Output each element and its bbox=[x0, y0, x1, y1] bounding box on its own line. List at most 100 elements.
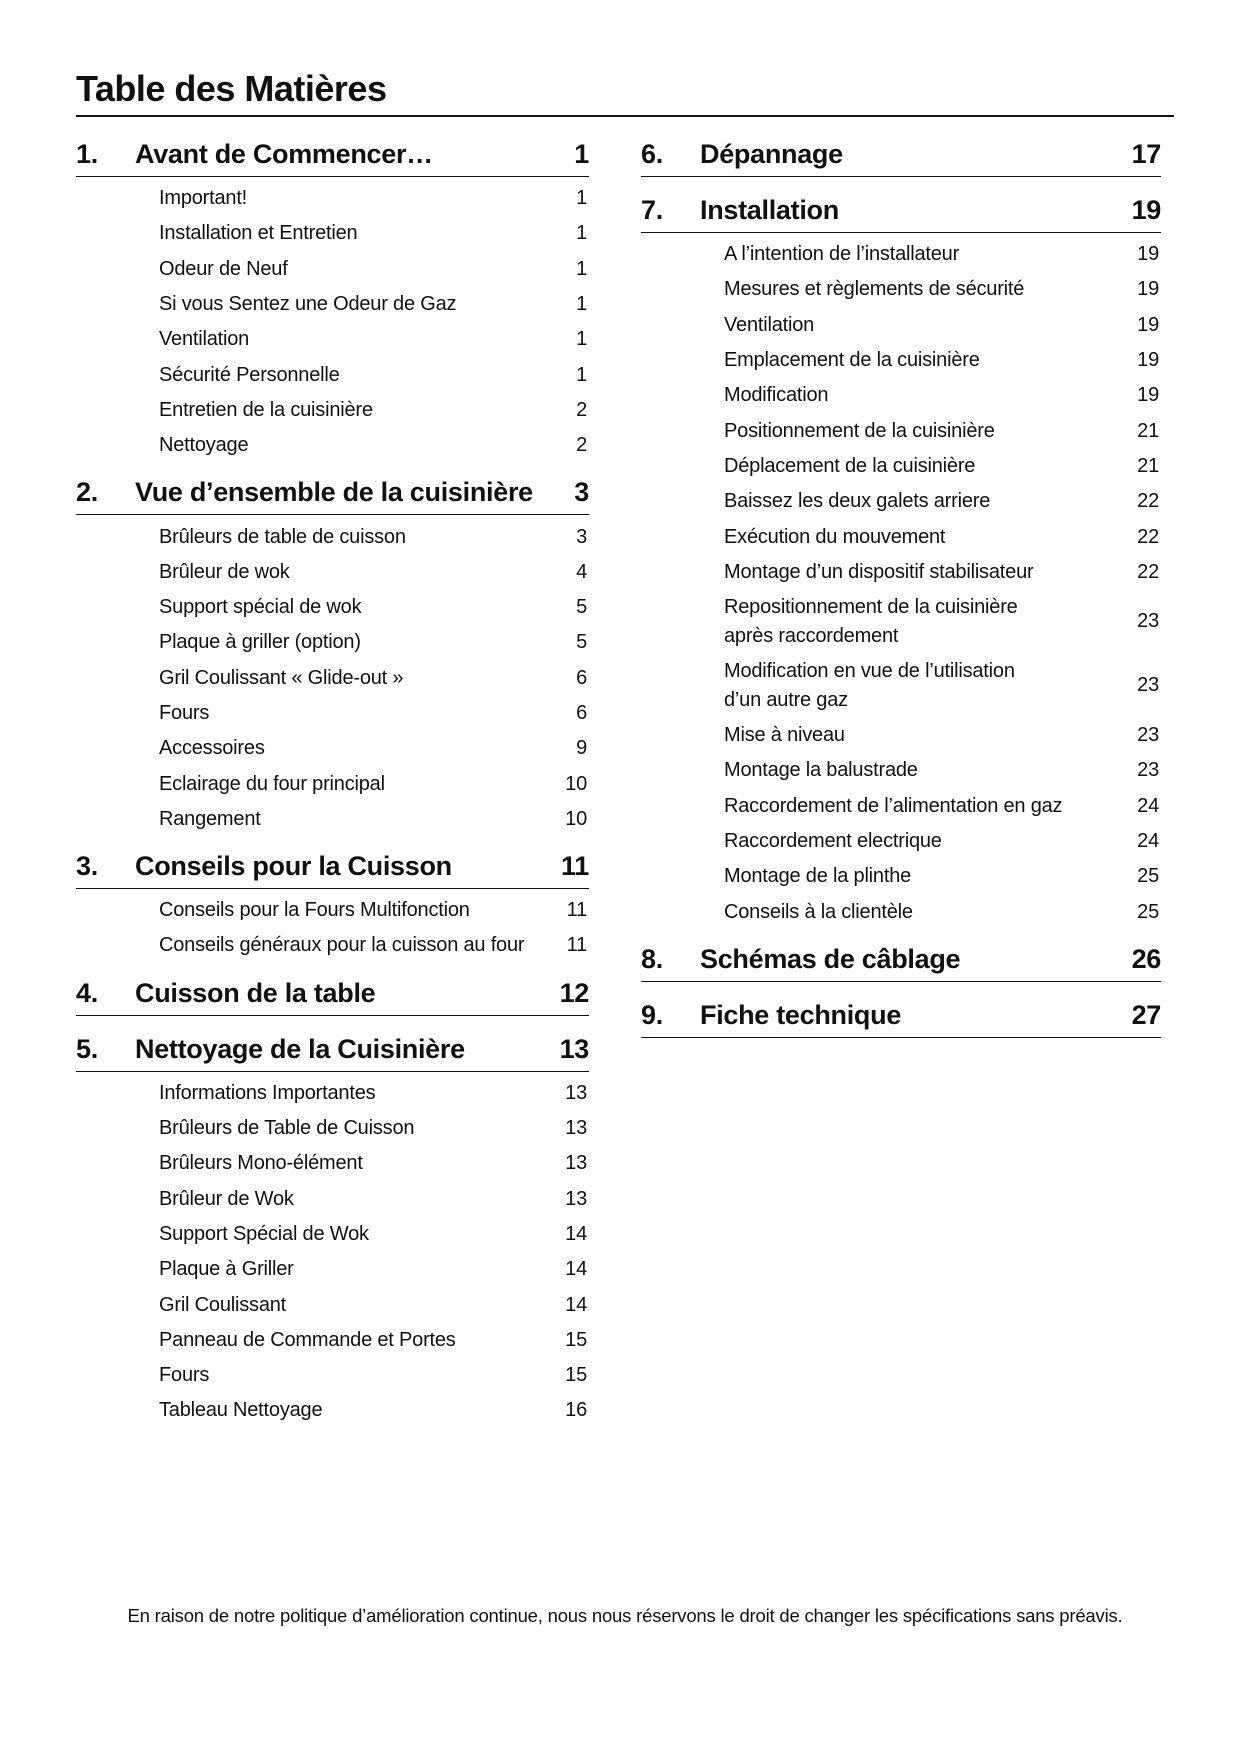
entry-label: Montage d’un dispositif stabilisateur bbox=[724, 560, 1034, 583]
toc-entry[interactable]: Déplacement de la cuisinière 21 bbox=[641, 449, 1161, 484]
section-title: Conseils pour la Cuisson bbox=[135, 851, 452, 882]
toc-entry[interactable]: Gril Coulissant « Glide-out » 6 bbox=[76, 661, 589, 696]
toc-entry[interactable]: Ventilation 19 bbox=[641, 308, 1161, 343]
toc-entry[interactable]: Positionnement de la cuisinière 21 bbox=[641, 413, 1161, 448]
section-number: 1. bbox=[76, 139, 98, 169]
entry-page: 23 bbox=[1137, 724, 1159, 747]
entry-page: 19 bbox=[1137, 349, 1159, 372]
toc-entry[interactable]: Raccordement electrique 24 bbox=[641, 824, 1161, 859]
toc-section: 6. Dépannage 17 bbox=[641, 133, 1161, 177]
section-title: Avant de Commencer… bbox=[135, 139, 433, 169]
toc-entry[interactable]: Rangement 10 bbox=[76, 802, 589, 837]
toc-entry[interactable]: A l’intention de l’installateur 19 bbox=[641, 237, 1161, 272]
toc-entry[interactable]: Plaque à Griller 14 bbox=[76, 1252, 589, 1287]
toc-entry[interactable]: Exécution du mouvement 22 bbox=[641, 519, 1161, 554]
entry-label: Raccordement electrique bbox=[724, 830, 942, 852]
toc-entry[interactable]: Mise à niveau 23 bbox=[641, 718, 1161, 753]
toc-entry[interactable]: Montage d’un dispositif stabilisateur 22 bbox=[641, 555, 1161, 590]
entry-label: Accessoires bbox=[159, 737, 265, 760]
entry-label: Plaque à Griller bbox=[159, 1258, 294, 1281]
toc-entry[interactable]: Mesures et règlements de sécurité 19 bbox=[641, 272, 1161, 307]
entry-label: Repositionnement de la cuisinière après … bbox=[724, 595, 1018, 647]
toc-section: 2. Vue d’ensemble de la cuisinière 3 Brûleu… bbox=[76, 471, 589, 837]
section-title: Vue d’ensemble de la cuisinière bbox=[135, 477, 533, 508]
toc-entry[interactable]: Entretien de la cuisinière 2 bbox=[76, 393, 589, 428]
toc-entry[interactable]: Conseils généraux pour la cuisson au fou… bbox=[76, 928, 589, 963]
entry-page: 5 bbox=[576, 631, 587, 654]
toc-entry[interactable]: Brûleur de Wok 13 bbox=[76, 1182, 589, 1217]
toc-entry[interactable]: Montage de la plinthe 25 bbox=[641, 859, 1161, 894]
toc-entry[interactable]: Si vous Sentez une Odeur de Gaz 1 bbox=[76, 287, 589, 322]
toc-entry[interactable]: Support Spécial de Wok 14 bbox=[76, 1217, 589, 1252]
toc-entry[interactable]: Brûleurs de table de cuisson 3 bbox=[76, 519, 589, 554]
toc-entry[interactable]: Nettoyage 2 bbox=[76, 428, 589, 463]
section-page: 19 bbox=[1131, 195, 1162, 225]
section-heading[interactable]: 7. Installation 19 bbox=[641, 189, 1161, 233]
entry-page: 13 bbox=[565, 1117, 587, 1140]
toc-entry[interactable]: Odeur de Neuf 1 bbox=[76, 252, 589, 287]
toc-entry[interactable]: Tableau Nettoyage 16 bbox=[76, 1393, 589, 1428]
section-heading[interactable]: 4. Cuisson de la table 12 bbox=[76, 972, 589, 1016]
entry-label: Panneau de Commande et Portes bbox=[159, 1328, 456, 1351]
entry-label: Modification en vue de l’utilisation d’u… bbox=[724, 659, 1015, 711]
footer-disclaimer: En raison de notre politique d’améliorat… bbox=[127, 1605, 1123, 1626]
section-entries: A l’intention de l’installateur 19 Mesures… bbox=[641, 237, 1161, 930]
toc-entry[interactable]: Panneau de Commande et Portes 15 bbox=[76, 1323, 589, 1358]
section-heading[interactable]: 6. Dépannage 17 bbox=[641, 133, 1161, 177]
toc-entry[interactable]: Plaque à griller (option) 5 bbox=[76, 625, 589, 660]
toc-entry[interactable]: Ventilation 1 bbox=[76, 322, 589, 357]
toc-entry[interactable]: Emplacement de la cuisinière 19 bbox=[641, 343, 1161, 378]
toc-entry[interactable]: Raccordement de l’alimentation en gaz 24 bbox=[641, 789, 1161, 824]
section-title: Cuisson de la table bbox=[135, 977, 376, 1008]
toc-entry[interactable]: Sécurité Personnelle 1 bbox=[76, 357, 589, 392]
section-entries: Important! 1 Installation et Entretien 1 Ode… bbox=[76, 181, 589, 463]
toc-entry[interactable]: Modification 19 bbox=[641, 378, 1161, 413]
section-heading[interactable]: 3. Conseils pour la Cuisson 11 bbox=[76, 845, 589, 890]
toc-entry[interactable]: Montage la balustrade 23 bbox=[641, 753, 1161, 788]
entry-label: Entretien de la cuisinière bbox=[159, 398, 373, 421]
entry-label: A l’intention de l’installateur bbox=[724, 243, 960, 266]
entry-page: 10 bbox=[565, 807, 587, 830]
entry-label: Montage la balustrade bbox=[724, 759, 918, 782]
toc-entry[interactable]: Baissez les deux galets arriere 22 bbox=[641, 484, 1161, 519]
toc-entry[interactable]: Eclairage du four principal 10 bbox=[76, 766, 589, 801]
entry-page: 4 bbox=[576, 560, 587, 583]
toc-entry[interactable]: Brûleurs de Table de Cuisson 13 bbox=[76, 1111, 589, 1146]
toc-entry[interactable]: Brûleurs Mono-élément 13 bbox=[76, 1146, 589, 1181]
entry-page: 1 bbox=[576, 257, 587, 280]
toc-entry[interactable]: Conseils pour la Fours Multifonction 11 bbox=[76, 893, 589, 928]
toc-entry[interactable]: Support spécial de wok 5 bbox=[76, 590, 589, 625]
entry-label: Rangement bbox=[159, 807, 261, 830]
toc-entry[interactable]: Brûleur de wok 4 bbox=[76, 555, 589, 590]
toc-entry[interactable]: Conseils à la clientèle 25 bbox=[641, 894, 1161, 929]
entry-label: Montage de la plinthe bbox=[724, 865, 912, 888]
section-page: 1 bbox=[574, 139, 589, 169]
toc-entry[interactable]: Repositionnement de la cuisinière après … bbox=[641, 590, 1161, 654]
toc-entry[interactable]: Fours 15 bbox=[76, 1358, 589, 1393]
toc-entry[interactable]: Modification en vue de l’utilisation d’u… bbox=[641, 654, 1161, 718]
section-heading[interactable]: 5. Nettoyage de la Cuisinière 13 bbox=[76, 1028, 589, 1072]
section-heading[interactable]: 8. Schémas de câblage 26 bbox=[641, 938, 1161, 982]
entry-label: Conseils pour la Fours Multifonction bbox=[159, 899, 470, 922]
section-heading[interactable]: 2. Vue d’ensemble de la cuisinière 3 bbox=[76, 471, 589, 516]
toc-entry[interactable]: Gril Coulissant 14 bbox=[76, 1287, 589, 1322]
entry-page: 2 bbox=[576, 434, 587, 457]
toc-entry[interactable]: Installation et Entretien 1 bbox=[76, 216, 589, 251]
toc-section: 5. Nettoyage de la Cuisinière 13 Informatio… bbox=[76, 1028, 589, 1429]
toc-entry[interactable]: Informations Importantes 13 bbox=[76, 1076, 589, 1111]
toc-entry[interactable]: Important! 1 bbox=[76, 181, 589, 216]
entry-page: 22 bbox=[1137, 490, 1159, 513]
entry-label: Informations Importantes bbox=[159, 1081, 376, 1104]
section-heading[interactable]: 1. Avant de Commencer… 1 bbox=[76, 133, 589, 177]
entry-page: 1 bbox=[576, 363, 587, 386]
entry-label: Ventilation bbox=[724, 313, 815, 336]
entry-page: 5 bbox=[576, 596, 587, 619]
toc-entry[interactable]: Fours 6 bbox=[76, 696, 589, 731]
entry-label: Fours bbox=[159, 1364, 210, 1387]
section-heading[interactable]: 9. Fiche technique 27 bbox=[641, 994, 1161, 1038]
entry-page: 21 bbox=[1137, 419, 1159, 442]
entry-page: 19 bbox=[1137, 243, 1159, 266]
entry-label: Installation et Entretien bbox=[159, 222, 358, 245]
toc-entry[interactable]: Accessoires 9 bbox=[76, 731, 589, 766]
entry-page: 14 bbox=[565, 1258, 587, 1281]
